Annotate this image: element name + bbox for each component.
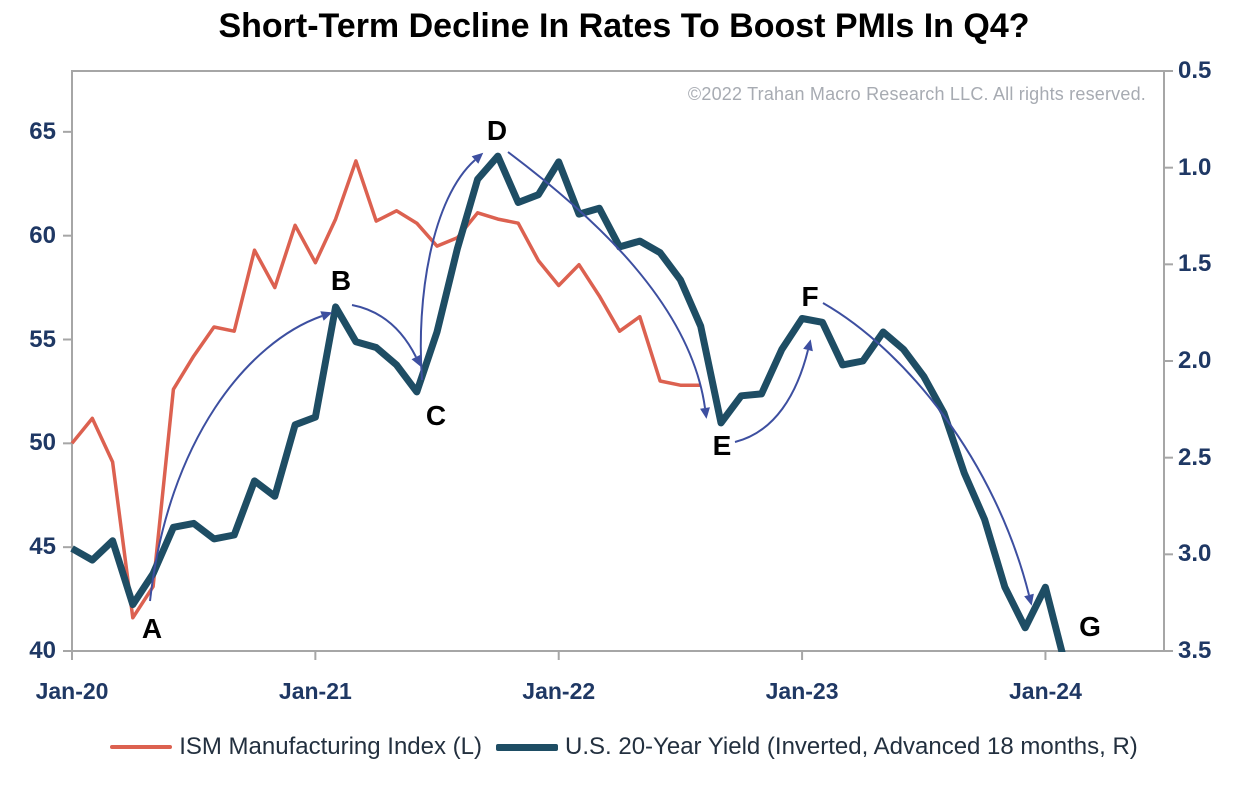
x-tick-label: Jan-24 — [1009, 678, 1082, 704]
plot-border — [71, 70, 1165, 652]
y-right-tick-label: 3.0 — [1178, 540, 1212, 568]
annotation-letter-A: A — [141, 613, 163, 644]
annotation-arrow-E-F — [734, 349, 809, 443]
annotation-arrow-B-C — [351, 304, 417, 358]
annotation-letter-G: G — [1079, 611, 1101, 642]
annotation-arrow-D-E — [507, 151, 706, 409]
y-left-tick-label: 50 — [29, 429, 56, 457]
y-right-tick-label: 2.0 — [1178, 347, 1212, 374]
annotation-letter-B: B — [330, 265, 352, 296]
x-tick-label: Jan-23 — [765, 678, 839, 704]
y-right-tick-label: 2.5 — [1178, 443, 1212, 471]
annotation-letter-D: D — [486, 115, 508, 146]
legend-swatch-1 — [496, 743, 559, 751]
y-right-tick-label: 1.5 — [1178, 250, 1212, 278]
series-line-yield — [70, 152, 1066, 652]
annotation-arrow-A-B — [149, 315, 323, 602]
annotation-letter-C: C — [425, 400, 447, 431]
annotation-arrow-F-G — [822, 302, 1030, 596]
y-left-tick-label: 40 — [29, 637, 56, 664]
annotation-letter-F: F — [801, 281, 819, 312]
legend-item-0: ISM Manufacturing Index (L) — [110, 733, 482, 761]
y-left-tick-label: 60 — [29, 221, 56, 249]
copyright-watermark: ©2022 Trahan Macro Research LLC. All rig… — [687, 84, 1146, 104]
legend-item-1: U.S. 20-Year Yield (Inverted, Advanced 1… — [496, 733, 1138, 761]
y-right-tick-label: 3.5 — [1178, 637, 1212, 664]
x-tick-label: Jan-22 — [522, 678, 596, 704]
annotation-arrow-C-D — [419, 159, 476, 381]
y-right-tick-label: 0.5 — [1178, 57, 1212, 84]
arrowhead-E — [700, 407, 710, 419]
legend-label-1: U.S. 20-Year Yield (Inverted, Advanced 1… — [565, 733, 1138, 760]
arrowhead-G — [1024, 593, 1034, 606]
arrowhead-F — [803, 339, 813, 352]
arrowhead-C — [411, 354, 421, 367]
legend-swatch-0 — [110, 745, 173, 749]
x-tick-label: Jan-20 — [35, 678, 109, 704]
y-left-tick-label: 45 — [29, 533, 56, 561]
y-right-tick-label: 1.0 — [1178, 153, 1212, 181]
y-left-tick-label: 55 — [29, 325, 56, 353]
arrowhead-D — [471, 152, 484, 164]
x-tick-label: Jan-21 — [278, 678, 352, 704]
series-line-ism — [70, 159, 701, 620]
legend: ISM Manufacturing Index (L) U.S. 20-Year … — [0, 733, 1248, 761]
legend-label-0: ISM Manufacturing Index (L) — [179, 733, 483, 760]
annotation-letter-E: E — [712, 430, 732, 461]
arrowhead-B — [320, 311, 333, 321]
chart-title: Short-Term Decline In Rates To Boost PMI… — [218, 7, 1030, 45]
y-left-tick-label: 65 — [29, 117, 56, 145]
